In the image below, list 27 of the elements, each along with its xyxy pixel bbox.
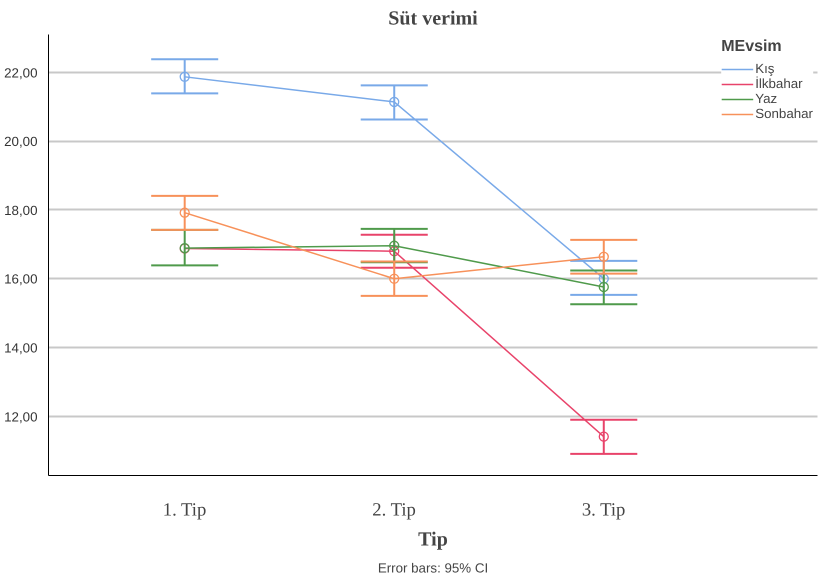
x-tick-label: 2. Tip (372, 500, 416, 520)
legend-label: Kış (755, 61, 776, 76)
y-tick-label: 18,00 (4, 202, 38, 218)
x-tick-label: 3. Tip (582, 500, 626, 520)
point (389, 274, 400, 284)
y-tick-label: 16,00 (4, 272, 38, 287)
point (180, 72, 190, 82)
point (598, 282, 609, 292)
y-tick-label: 22,00 (4, 65, 38, 80)
point (598, 252, 609, 262)
chart-title: Süt verimi (388, 8, 478, 30)
point (389, 96, 400, 108)
point (598, 274, 609, 284)
point (389, 246, 400, 256)
point (389, 240, 400, 251)
legend-label: Yaz (755, 91, 778, 106)
text: Error bars: 95% CI (378, 560, 488, 576)
point (598, 431, 609, 442)
y-tick-label: 14,00 (4, 340, 38, 356)
point (180, 208, 190, 218)
legend-title: MEvsim (721, 38, 783, 56)
y-tick-label: 12,00 (4, 409, 38, 424)
x-tick-label: 1. Tip (162, 500, 206, 520)
legend-label: Sonbahar (755, 106, 813, 121)
legend-label: İlkbahar (755, 76, 803, 91)
x-axis-title: Tip (418, 528, 448, 550)
y-tick-label: 20,00 (4, 134, 38, 150)
